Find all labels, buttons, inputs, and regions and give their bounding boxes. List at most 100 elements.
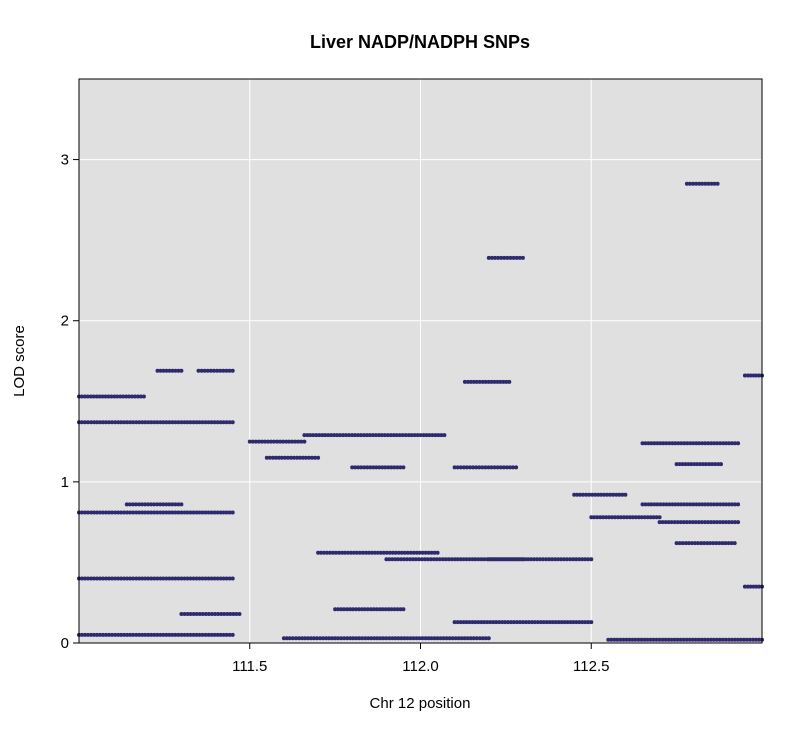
y-axis-ticks: 0 1 2 3 <box>61 152 79 652</box>
snp-point <box>170 576 175 581</box>
snp-point <box>452 620 457 625</box>
snp-point <box>182 420 187 425</box>
snp-point <box>374 607 379 612</box>
snp-point <box>371 465 376 470</box>
snp-point <box>224 576 229 581</box>
snp-point <box>227 420 232 425</box>
snp-point <box>170 420 175 425</box>
snp-point <box>455 465 460 470</box>
snp-point <box>143 576 148 581</box>
snp-point <box>553 620 558 625</box>
snp-point <box>402 636 407 641</box>
snp-point <box>684 520 689 525</box>
snp-point <box>716 462 721 467</box>
snp-point <box>717 637 722 642</box>
snp-point <box>365 607 370 612</box>
snp-point <box>721 441 726 446</box>
snp-point <box>688 502 693 507</box>
snp-point <box>188 612 193 616</box>
snp-point <box>215 510 220 515</box>
snp-point <box>417 550 422 555</box>
snp-point <box>336 607 341 612</box>
snp-point <box>526 557 530 562</box>
snp-point <box>711 520 716 525</box>
snp-point <box>577 557 582 562</box>
snp-point <box>432 550 437 555</box>
snp-point <box>553 557 558 562</box>
snp-point <box>173 420 178 425</box>
snp-point <box>461 557 466 562</box>
snp-point <box>706 441 711 446</box>
snp-point <box>691 502 696 507</box>
snp-point <box>511 465 515 470</box>
snp-point <box>580 620 585 625</box>
snp-point <box>119 576 124 581</box>
snp-point <box>322 550 326 555</box>
snp-point <box>532 620 537 625</box>
snp-point <box>483 379 488 384</box>
snp-point <box>194 632 199 637</box>
snp-point <box>529 557 533 562</box>
snp-point <box>316 455 321 460</box>
snp-point <box>723 637 728 642</box>
snp-point <box>104 632 109 637</box>
snp-point <box>80 576 84 581</box>
snp-point <box>511 255 516 260</box>
snp-point <box>179 368 184 373</box>
snp-point <box>164 502 169 507</box>
snp-point <box>406 433 411 438</box>
snp-point <box>698 462 703 467</box>
snp-point <box>222 612 227 616</box>
snp-point <box>360 550 365 555</box>
snp-point <box>654 637 659 642</box>
snp-point <box>398 607 403 612</box>
snp-point <box>362 433 366 438</box>
snp-point <box>86 632 90 637</box>
snp-point <box>714 637 719 642</box>
snp-point <box>197 576 202 581</box>
snp-point <box>359 607 364 612</box>
snp-point <box>489 557 494 562</box>
snp-point <box>517 255 522 260</box>
snp-point <box>704 462 709 467</box>
snp-point <box>423 636 428 641</box>
snp-point <box>224 368 229 373</box>
snp-point <box>215 632 220 637</box>
snp-point <box>302 439 307 444</box>
snp-point <box>496 255 501 260</box>
snp-point <box>686 462 691 467</box>
snp-point <box>538 557 542 562</box>
snp-point <box>663 520 668 525</box>
snp-point <box>118 394 123 399</box>
snp-point <box>498 379 503 384</box>
snp-point <box>409 433 414 438</box>
snp-point <box>134 632 139 637</box>
snp-point <box>423 557 427 562</box>
snp-point <box>100 394 105 399</box>
snp-point <box>350 433 355 438</box>
snp-point <box>748 373 753 378</box>
snp-point <box>477 636 482 641</box>
snp-point <box>313 455 317 460</box>
snp-point <box>140 576 145 581</box>
snp-point <box>495 379 500 384</box>
snp-point <box>197 632 202 637</box>
snp-point <box>152 502 157 507</box>
snp-point <box>378 636 383 641</box>
snp-point <box>480 465 485 470</box>
snp-point <box>332 433 337 438</box>
snp-point <box>461 620 466 625</box>
snp-point <box>479 620 484 625</box>
snp-point <box>227 576 232 581</box>
snp-point <box>167 502 172 507</box>
snp-point <box>128 576 133 581</box>
snp-point <box>185 510 190 515</box>
snp-point <box>345 607 349 612</box>
snp-point <box>209 510 214 515</box>
snp-point <box>324 636 329 641</box>
snp-point <box>435 636 440 641</box>
snp-point <box>684 637 689 642</box>
snp-point <box>376 433 381 438</box>
snp-point <box>176 632 181 637</box>
snp-point <box>512 620 516 625</box>
